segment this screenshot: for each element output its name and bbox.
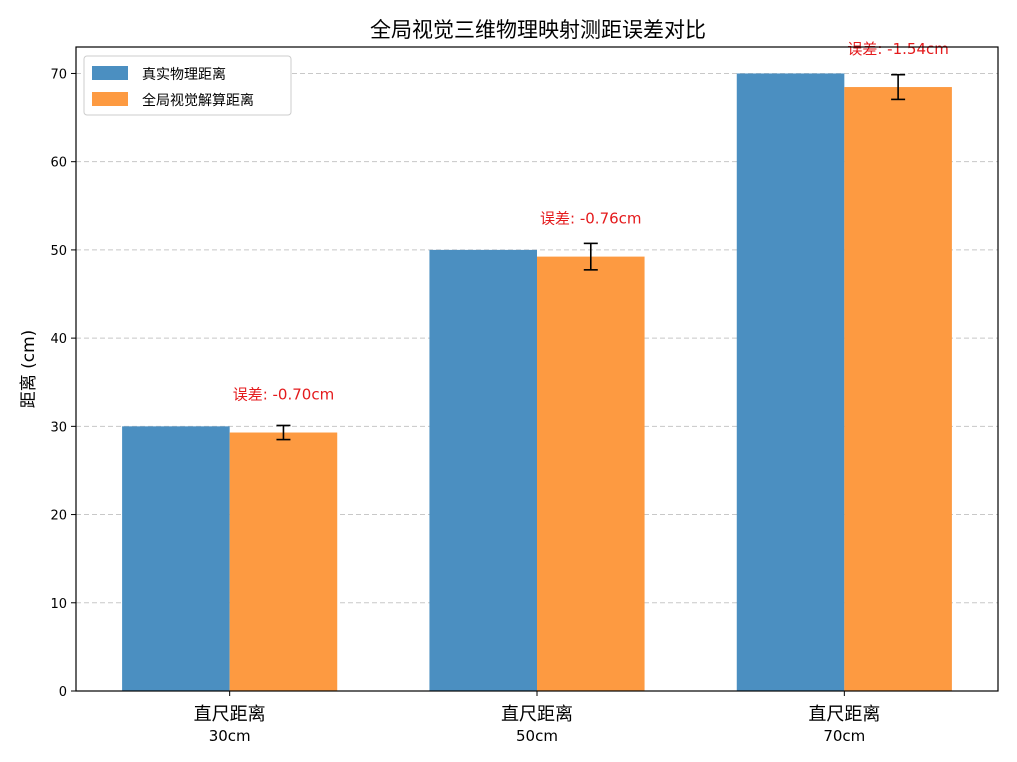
legend-label: 全局视觉解算距离 bbox=[142, 92, 254, 109]
y-tick-label: 40 bbox=[50, 332, 67, 347]
x-tick-sublabel: 70cm bbox=[823, 727, 865, 745]
x-tick-label: 直尺距离 bbox=[808, 704, 880, 725]
bar-measured bbox=[229, 432, 338, 691]
x-tick-label: 直尺距离 bbox=[501, 704, 573, 725]
legend-label: 真实物理距离 bbox=[142, 66, 226, 83]
legend-box bbox=[83, 55, 292, 116]
error-annotation: 误差: -0.76cm bbox=[540, 210, 642, 228]
y-tick-label: 10 bbox=[50, 597, 67, 612]
y-tick-label: 70 bbox=[50, 67, 67, 82]
x-tick-sublabel: 30cm bbox=[209, 727, 251, 745]
y-tick-label: 0 bbox=[59, 685, 67, 700]
y-tick-label: 30 bbox=[50, 420, 67, 435]
y-axis-label: 距离 (cm) bbox=[19, 330, 39, 409]
bar-measured bbox=[537, 256, 645, 691]
bars bbox=[122, 73, 952, 691]
y-tick-label: 20 bbox=[50, 509, 67, 524]
error-annotation: 误差: -0.70cm bbox=[233, 386, 335, 404]
bar-measured bbox=[844, 87, 952, 691]
bar-real bbox=[736, 73, 845, 691]
error-annotation: 误差: -1.54cm bbox=[847, 40, 949, 58]
x-tick-label: 直尺距离 bbox=[194, 704, 266, 725]
annotations: 误差: -0.70cm 误差: -0.76cm 误差: -1.54cm bbox=[233, 40, 949, 403]
legend-swatch bbox=[92, 66, 128, 80]
legend-swatch bbox=[92, 92, 128, 106]
x-axis-ticks: 直尺距离 30cm 直尺距离 50cm 直尺距离 70cm bbox=[194, 691, 880, 745]
y-tick-label: 60 bbox=[50, 156, 67, 171]
bar-real bbox=[429, 249, 537, 691]
bar-real bbox=[122, 426, 230, 691]
y-axis-ticks: 0 10 20 30 40 50 60 70 bbox=[50, 67, 76, 700]
x-tick-sublabel: 50cm bbox=[516, 727, 558, 745]
chart-title: 全局视觉三维物理映射测距误差对比 bbox=[370, 18, 706, 42]
error-bars bbox=[276, 73, 906, 441]
y-tick-label: 50 bbox=[50, 244, 67, 259]
